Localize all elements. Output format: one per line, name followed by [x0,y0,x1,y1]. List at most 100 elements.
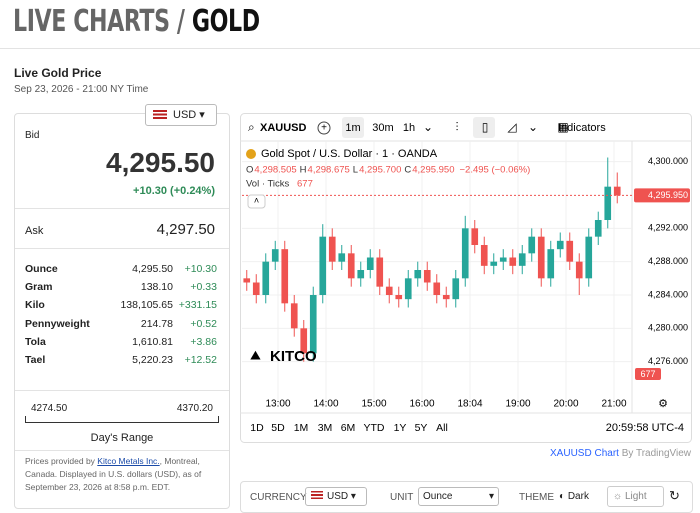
range-button[interactable]: 3M [318,422,333,434]
interval[interactable]: 30m [372,122,393,134]
heading: Live Gold Price [14,66,102,80]
divider [15,248,229,249]
range-button[interactable]: 5D [271,422,285,434]
legend-key: H [300,165,307,176]
plot: 4,276.000 4,280.000 4,284.000 4,288.000 4,29… [242,141,690,434]
x-tick-label: 15:00 [361,399,386,410]
candle-body [556,240,564,250]
last-price-badge [634,188,690,203]
candle-body [604,186,612,220]
range-button[interactable]: 1D [250,422,264,434]
footnote: Prices provided by Kitco Metals Inc., Mo… [25,455,221,494]
collapse[interactable] [247,194,266,209]
settings-icon[interactable]: ⚙ [658,398,668,410]
row-change: +0.33 [190,281,217,294]
divider [0,48,700,49]
x-tick-label: 18:04 [457,399,482,410]
candle-body [547,249,555,279]
page-title: LIVE CHARTS / GOLD [13,4,260,39]
interval[interactable]: 1m [345,122,360,134]
range-button[interactable]: 6M [341,422,356,434]
candle-body [613,186,621,196]
candle-body [471,228,479,245]
tool-icon[interactable]: ⫶ [455,120,458,134]
tool-icon[interactable]: ⌄ [528,120,538,134]
row-price: 138,105.65 [120,299,173,312]
y-tick-label: 4,284.000 [648,289,688,299]
search-icon[interactable]: ⌕ [248,120,255,134]
candle-body [395,295,403,300]
indicators[interactable]: Indicators [558,122,606,134]
volume-label: Vol · Ticks [246,179,290,190]
currency-select[interactable]: USD ▾ [305,487,367,506]
link[interactable]: Kitco Metals Inc. [97,456,160,466]
row-name: Gram [25,281,53,294]
candle-body [290,303,298,329]
clock: 20:59:58 UTC-4 [606,422,684,434]
settings-bar: CURRENCY USD ▾ UNIT Ounce ▾ THEME ◐ Dark … [240,481,693,513]
tool-active [473,117,495,138]
candle-body [537,236,545,279]
interval[interactable]: 1h [403,122,415,134]
candle-body [281,249,289,304]
candle-body [566,240,574,262]
range-button[interactable]: All [436,422,448,434]
bid: 4,295.50 [106,147,215,178]
x-tick-label: 20:00 [553,399,578,410]
row-price: 138.10 [140,281,173,294]
candle-body [490,261,498,266]
add-icon[interactable] [317,121,331,135]
footnote-text: , Montreal, Canada. Displayed in U.S. do… [25,456,202,492]
range-button[interactable]: 5Y [415,422,428,434]
tool-icon[interactable]: ▦ [557,120,568,134]
symbol-icon [246,149,256,159]
x-tick-label: 21:00 [601,399,626,410]
x-tick-label: 16:00 [409,399,434,410]
range-button[interactable]: YTD [364,422,385,434]
row-change: +3.86 [190,335,217,348]
theme-dark[interactable]: ◐ Dark [559,491,589,502]
range-button[interactable]: 1M [294,422,309,434]
link[interactable]: XAUUSD Chart [550,448,619,459]
legend-value: 4,298.505 [254,165,296,176]
row-name: Pennyweight [25,317,90,330]
candle-body [452,278,460,300]
attribution: XAUUSD Chart By TradingView [550,448,691,459]
range-button[interactable]: 1Y [394,422,407,434]
row-price: 214.78 [140,317,173,330]
volume-badge [635,368,661,380]
refresh[interactable]: ↻ [669,488,680,503]
divider [15,390,229,391]
change-label: −2.495 (−0.06%) [460,165,531,176]
legend-key: L [353,165,358,176]
candle-body [414,270,422,279]
candle-body [319,236,327,295]
label: THEME [519,492,554,503]
candle-body [328,236,336,262]
value: Ounce [423,491,453,502]
range-low: 4274.50 [31,403,68,414]
y-tick-label: 4,276.000 [648,356,688,366]
divider [15,450,229,451]
price-card: Bid 4,295.50 +10.30 (+0.24%) Ask 4,297.5… [14,113,230,509]
candle-body [271,249,279,262]
candle-body [423,270,431,283]
footnote-text: Prices provided by [25,456,98,466]
legend-value: 4,295.950 [412,165,454,176]
title-accent: GOLD [191,4,260,39]
value: Dark [567,491,589,502]
unit-select[interactable]: Ounce ▾ [418,487,499,506]
tool-icon[interactable]: ⌄ [423,120,433,134]
tool-icon[interactable]: ▯ [482,120,489,134]
candle-body [499,257,507,262]
tool-icon[interactable]: ◿ [507,120,517,134]
x-tick-label: 19:00 [505,399,530,410]
candle-body [528,236,536,254]
currency-select[interactable]: USD ▾ [145,104,217,126]
theme-light[interactable]: ☼ Light [607,486,664,507]
divider [15,208,229,209]
date: Sep 23, 2026 - 21:00 NY Time [14,84,149,95]
symbol[interactable]: XAUUSD [260,122,307,134]
logo: KITCO [270,348,317,365]
